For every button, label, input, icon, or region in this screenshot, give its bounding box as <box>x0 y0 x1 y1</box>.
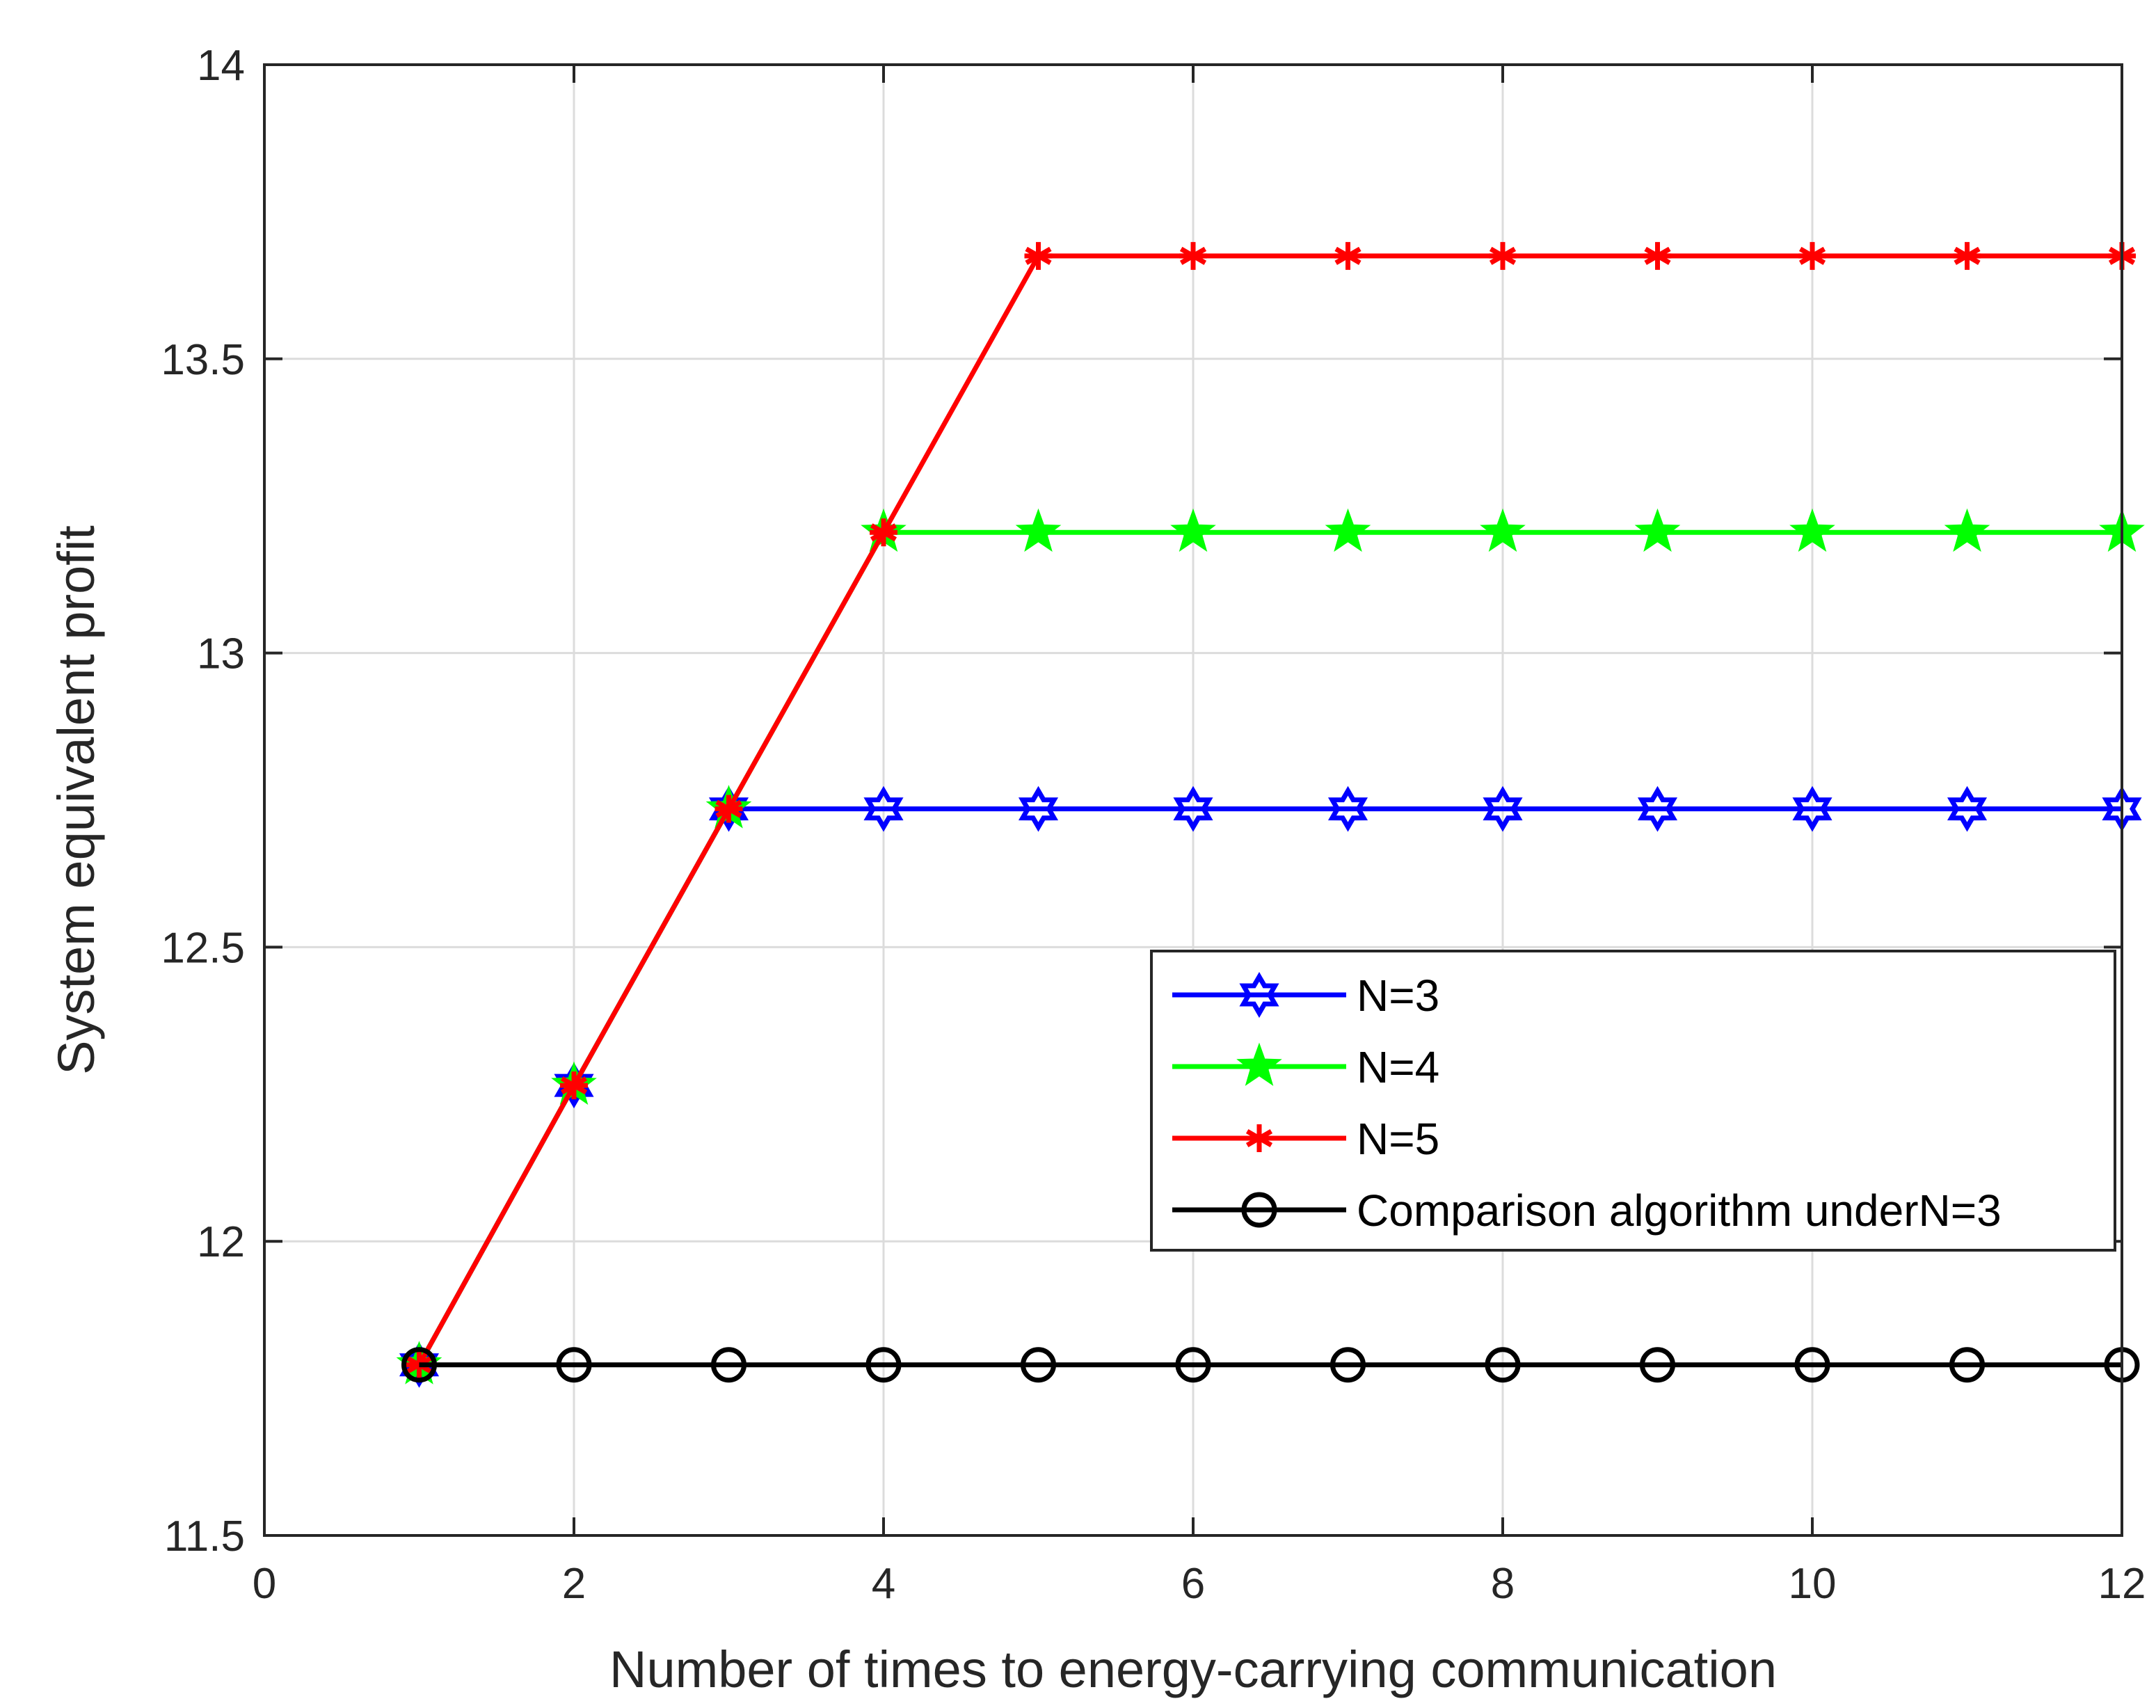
y-tick-label: 14 <box>197 42 245 90</box>
data-point <box>1947 785 1988 832</box>
asterisk-strokes <box>1489 241 1517 270</box>
series-line <box>417 253 2122 1366</box>
data-point <box>714 795 743 823</box>
legend-label: N=5 <box>1357 1114 1439 1164</box>
x-tick-label: 4 <box>872 1560 895 1608</box>
data-point <box>1643 241 1672 270</box>
data-point <box>560 1071 588 1100</box>
asterisk-strokes <box>1024 241 1053 270</box>
legend-swatch-marker <box>1241 1192 1277 1228</box>
series-3 <box>405 241 2136 1379</box>
legend-box <box>1150 950 2116 1252</box>
data-point <box>863 785 904 832</box>
asterisk-strokes <box>1953 241 1981 270</box>
data-point <box>1330 1347 1366 1383</box>
asterisk-strokes <box>1334 241 1362 270</box>
data-point <box>1173 785 1213 832</box>
data-point <box>1021 1347 1056 1383</box>
legend-item-3: N=5 <box>1172 1114 1439 1164</box>
legend-label: N=3 <box>1357 971 1439 1021</box>
x-tick-label: 10 <box>1789 1560 1837 1608</box>
series-4 <box>401 1347 2140 1383</box>
data-point <box>1640 1347 1675 1383</box>
data-point <box>1179 241 1207 270</box>
data-point <box>1327 785 1368 832</box>
legend-swatch-marker <box>1239 972 1279 1018</box>
y-tick-label: 13 <box>197 630 245 678</box>
legend: N=3 N=4 N=5 Comparison algorithm underN=3 <box>1150 950 2116 1252</box>
data-point <box>1944 508 1990 552</box>
x-axis-label: Number of times to energy-carrying commu… <box>609 1641 1777 1698</box>
data-point <box>711 1347 746 1383</box>
legend-item-1: N=3 <box>1172 971 1439 1021</box>
legend-swatch-marker <box>1236 1042 1282 1086</box>
data-point <box>708 785 749 832</box>
asterisk-strokes <box>1245 1124 1273 1152</box>
data-point <box>1949 1347 1985 1383</box>
data-point <box>870 518 897 547</box>
data-point <box>1634 508 1681 552</box>
asterisk-strokes <box>1179 241 1207 270</box>
data-point <box>865 1347 902 1383</box>
data-point <box>1018 785 1059 832</box>
data-point <box>1953 241 1981 270</box>
data-point <box>1485 1347 1521 1383</box>
asterisk-strokes <box>1643 241 1672 270</box>
data-point <box>1483 785 1523 832</box>
y-tick-label: 12.5 <box>161 924 245 972</box>
x-tick-label: 12 <box>2098 1560 2146 1608</box>
series-layer <box>396 241 2145 1388</box>
data-point <box>556 1347 592 1383</box>
asterisk-strokes <box>560 1071 588 1100</box>
data-point <box>1489 241 1517 270</box>
data-point <box>399 1341 440 1388</box>
data-point <box>401 1347 437 1383</box>
data-point <box>1175 1347 1211 1383</box>
legend-item-2: N=4 <box>1172 1042 1439 1092</box>
x-tick-label: 0 <box>253 1560 276 1608</box>
legend-label: N=4 <box>1357 1042 1439 1092</box>
asterisk-strokes <box>714 795 743 823</box>
data-point <box>1015 508 1062 552</box>
legend-swatch-marker <box>1245 1124 1273 1152</box>
legend-item-4: Comparison algorithm underN=3 <box>1172 1186 2002 1236</box>
x-tick-label: 6 <box>1181 1560 1205 1608</box>
data-point <box>1170 508 1216 552</box>
asterisk-strokes <box>870 518 897 547</box>
tick-label-layer: 0 2 4 6 8 10 12 11.5 12 12.5 13 13.5 14 <box>161 42 2146 1608</box>
data-point <box>1798 241 1826 270</box>
y-tick-label: 11.5 <box>164 1513 245 1561</box>
data-point <box>554 1062 594 1109</box>
y-axis-label: System equivalent profit <box>47 525 105 1075</box>
data-point <box>1024 241 1053 270</box>
data-point <box>1480 508 1526 552</box>
data-point <box>1334 241 1362 270</box>
y-tick-label: 12 <box>197 1218 245 1266</box>
legend-label: Comparison algorithm underN=3 <box>1357 1186 2002 1236</box>
data-point <box>1637 785 1678 832</box>
x-tick-label: 8 <box>1491 1560 1515 1608</box>
asterisk-strokes <box>1798 241 1826 270</box>
data-point <box>1325 508 1371 552</box>
y-tick-label: 13.5 <box>161 336 245 384</box>
data-point <box>1794 1347 1830 1383</box>
data-point <box>1792 785 1832 832</box>
data-point <box>1789 508 1835 552</box>
x-tick-label: 2 <box>562 1560 586 1608</box>
